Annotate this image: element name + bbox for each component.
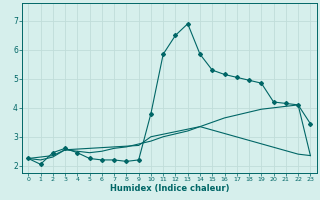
X-axis label: Humidex (Indice chaleur): Humidex (Indice chaleur)	[109, 184, 229, 193]
